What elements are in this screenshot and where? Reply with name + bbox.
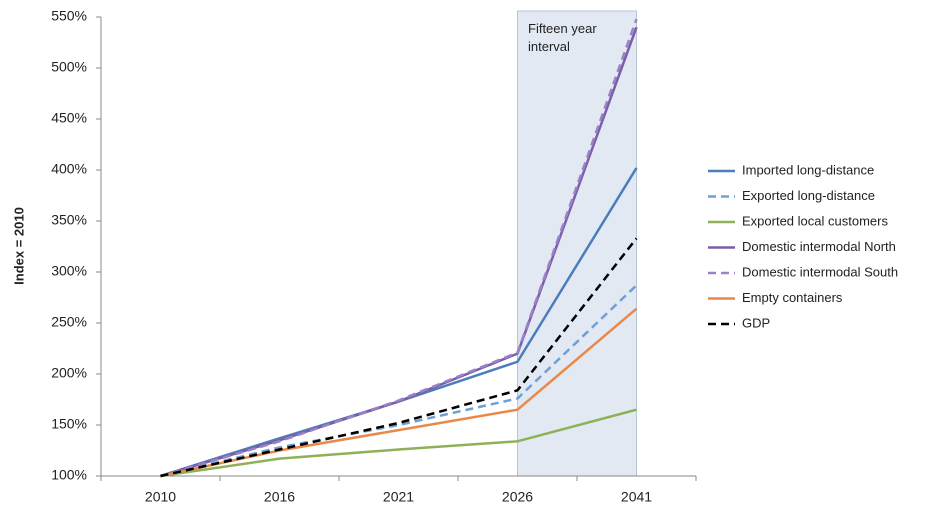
y-tick-label: 450% xyxy=(51,110,87,126)
legend-label: Empty containers xyxy=(742,290,843,305)
x-tick-label: 2016 xyxy=(264,489,295,505)
series-line xyxy=(160,18,638,478)
series-line xyxy=(160,408,637,478)
legend-label: Domestic intermodal North xyxy=(742,239,896,254)
y-tick-label: 150% xyxy=(51,416,87,432)
x-tick-label: 2010 xyxy=(145,489,176,505)
legend-label: Imported long-distance xyxy=(742,162,874,177)
y-tick-label: 350% xyxy=(51,212,87,228)
annotation: Fifteen year interval xyxy=(528,21,597,54)
y-axis-label: Index = 2010 xyxy=(11,207,26,285)
x-tick-label: 2041 xyxy=(621,489,652,505)
legend-label: Exported long-distance xyxy=(742,188,875,203)
y-tick-label: 500% xyxy=(51,59,87,75)
x-tick-label: 2021 xyxy=(383,489,414,505)
y-tick-label: 300% xyxy=(51,263,87,279)
legend-label: Domestic intermodal South xyxy=(742,264,898,279)
y-tick-label: 200% xyxy=(51,365,87,381)
y-tick-label: 400% xyxy=(51,161,87,177)
legend-label: GDP xyxy=(742,315,770,330)
y-tick-label: 250% xyxy=(51,314,87,330)
highlight-band xyxy=(517,10,637,477)
y-tick-label: 550% xyxy=(51,8,87,24)
series-line xyxy=(160,284,638,478)
legend-label: Exported local customers xyxy=(742,213,888,228)
y-tick-label: 100% xyxy=(51,467,87,483)
x-tick-label: 2026 xyxy=(502,489,533,505)
series-line xyxy=(160,237,638,478)
